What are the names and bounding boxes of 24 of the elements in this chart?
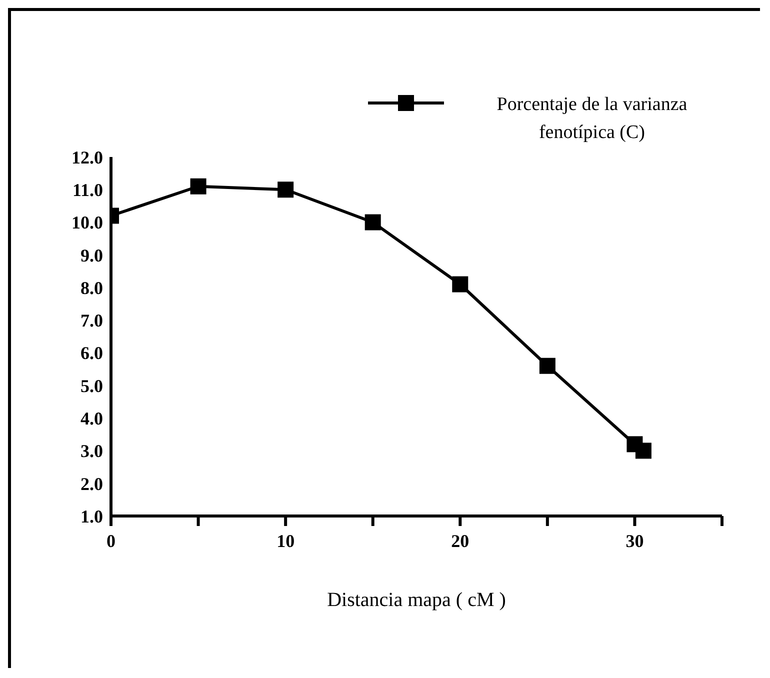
x-tick-label: 10 <box>276 530 295 551</box>
point <box>364 214 381 230</box>
y-tick-label: 1.0 <box>80 506 103 526</box>
x-tick-label: 30 <box>626 530 644 551</box>
y-tick-label: 11.0 <box>72 180 103 200</box>
y-tick-label: 2.0 <box>80 474 103 494</box>
y-tick-label: 10.0 <box>72 212 103 233</box>
y-tick-label: 7.0 <box>80 310 103 331</box>
point <box>278 182 294 198</box>
point <box>452 276 468 292</box>
y-tick-label: 3.0 <box>80 441 103 462</box>
text: Porcentaje de la varianza fenotípica (C) <box>496 93 688 145</box>
x-tick-label: 0 <box>106 530 116 551</box>
point <box>635 442 652 459</box>
y-tick-label: 5.0 <box>80 376 103 396</box>
x-tick-label: 20 <box>451 530 470 551</box>
point <box>539 358 556 374</box>
point <box>190 178 206 194</box>
y-tick-label: 4.0 <box>80 408 103 428</box>
y-tick-label: 8.0 <box>80 278 103 298</box>
x-axis-title: Distancia mapa ( cM ) <box>327 589 506 611</box>
y-tick-label: 9.0 <box>80 245 103 266</box>
y-tick-label: 12.0 <box>72 147 103 168</box>
y-tick-label: 6.0 <box>80 343 103 364</box>
